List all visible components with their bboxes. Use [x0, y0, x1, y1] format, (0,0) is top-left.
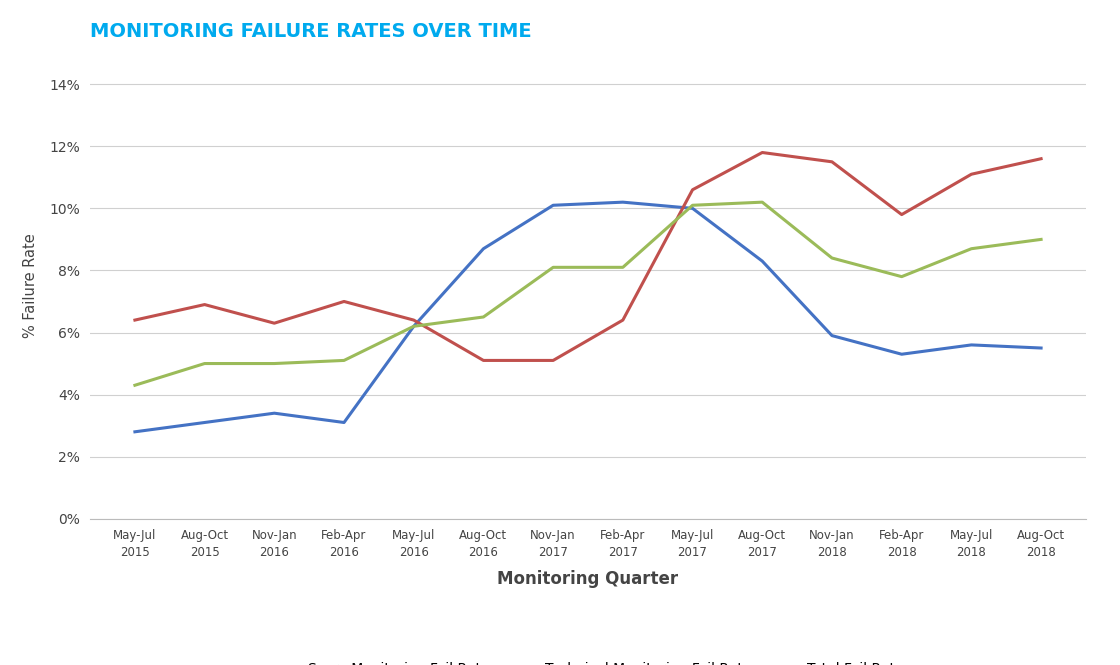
Technical Monitoring Fail Rate [685, 186, 699, 194]
Technical Monitoring Fail Rate [198, 301, 212, 309]
Technical Monitoring Fail Rate [407, 316, 420, 324]
Technical Monitoring Fail Rate [825, 158, 839, 166]
Score Monitoring Fail Rate [268, 409, 281, 417]
Technical Monitoring Fail Rate [477, 356, 491, 364]
Technical Monitoring Fail Rate [1035, 155, 1048, 163]
Technical Monitoring Fail Rate [964, 170, 978, 178]
Technical Monitoring Fail Rate [756, 148, 769, 156]
Score Monitoring Fail Rate [964, 341, 978, 349]
Score Monitoring Fail Rate [825, 332, 839, 340]
Total Fail Rate [616, 263, 629, 271]
Technical Monitoring Fail Rate [547, 356, 560, 364]
Technical Monitoring Fail Rate [268, 319, 281, 327]
Total Fail Rate [128, 381, 141, 389]
X-axis label: Monitoring Quarter: Monitoring Quarter [497, 570, 679, 589]
Total Fail Rate [756, 198, 769, 206]
Score Monitoring Fail Rate [407, 323, 420, 331]
Score Monitoring Fail Rate [128, 428, 141, 436]
Total Fail Rate [477, 313, 491, 321]
Technical Monitoring Fail Rate [128, 316, 141, 324]
Score Monitoring Fail Rate [616, 198, 629, 206]
Text: MONITORING FAILURE RATES OVER TIME: MONITORING FAILURE RATES OVER TIME [90, 21, 531, 41]
Technical Monitoring Fail Rate [616, 316, 629, 324]
Score Monitoring Fail Rate [756, 257, 769, 265]
Score Monitoring Fail Rate [198, 418, 212, 426]
Total Fail Rate [547, 263, 560, 271]
Total Fail Rate [825, 254, 839, 262]
Total Fail Rate [337, 356, 351, 364]
Total Fail Rate [964, 245, 978, 253]
Score Monitoring Fail Rate [685, 204, 699, 212]
Total Fail Rate [685, 201, 699, 209]
Line: Total Fail Rate: Total Fail Rate [134, 202, 1042, 385]
Technical Monitoring Fail Rate [895, 211, 908, 219]
Score Monitoring Fail Rate [547, 201, 560, 209]
Total Fail Rate [1035, 235, 1048, 243]
Y-axis label: % Failure Rate: % Failure Rate [24, 233, 38, 338]
Score Monitoring Fail Rate [337, 418, 351, 426]
Line: Score Monitoring Fail Rate: Score Monitoring Fail Rate [134, 202, 1042, 432]
Technical Monitoring Fail Rate [337, 297, 351, 305]
Total Fail Rate [407, 323, 420, 331]
Legend: Score Monitoring Fail Rate, Technical Monitoring Fail Rate, Total Fail Rate: Score Monitoring Fail Rate, Technical Mo… [268, 656, 908, 665]
Score Monitoring Fail Rate [895, 350, 908, 358]
Total Fail Rate [198, 360, 212, 368]
Score Monitoring Fail Rate [1035, 344, 1048, 352]
Total Fail Rate [895, 273, 908, 281]
Score Monitoring Fail Rate [477, 245, 491, 253]
Line: Technical Monitoring Fail Rate: Technical Monitoring Fail Rate [134, 152, 1042, 360]
Total Fail Rate [268, 360, 281, 368]
